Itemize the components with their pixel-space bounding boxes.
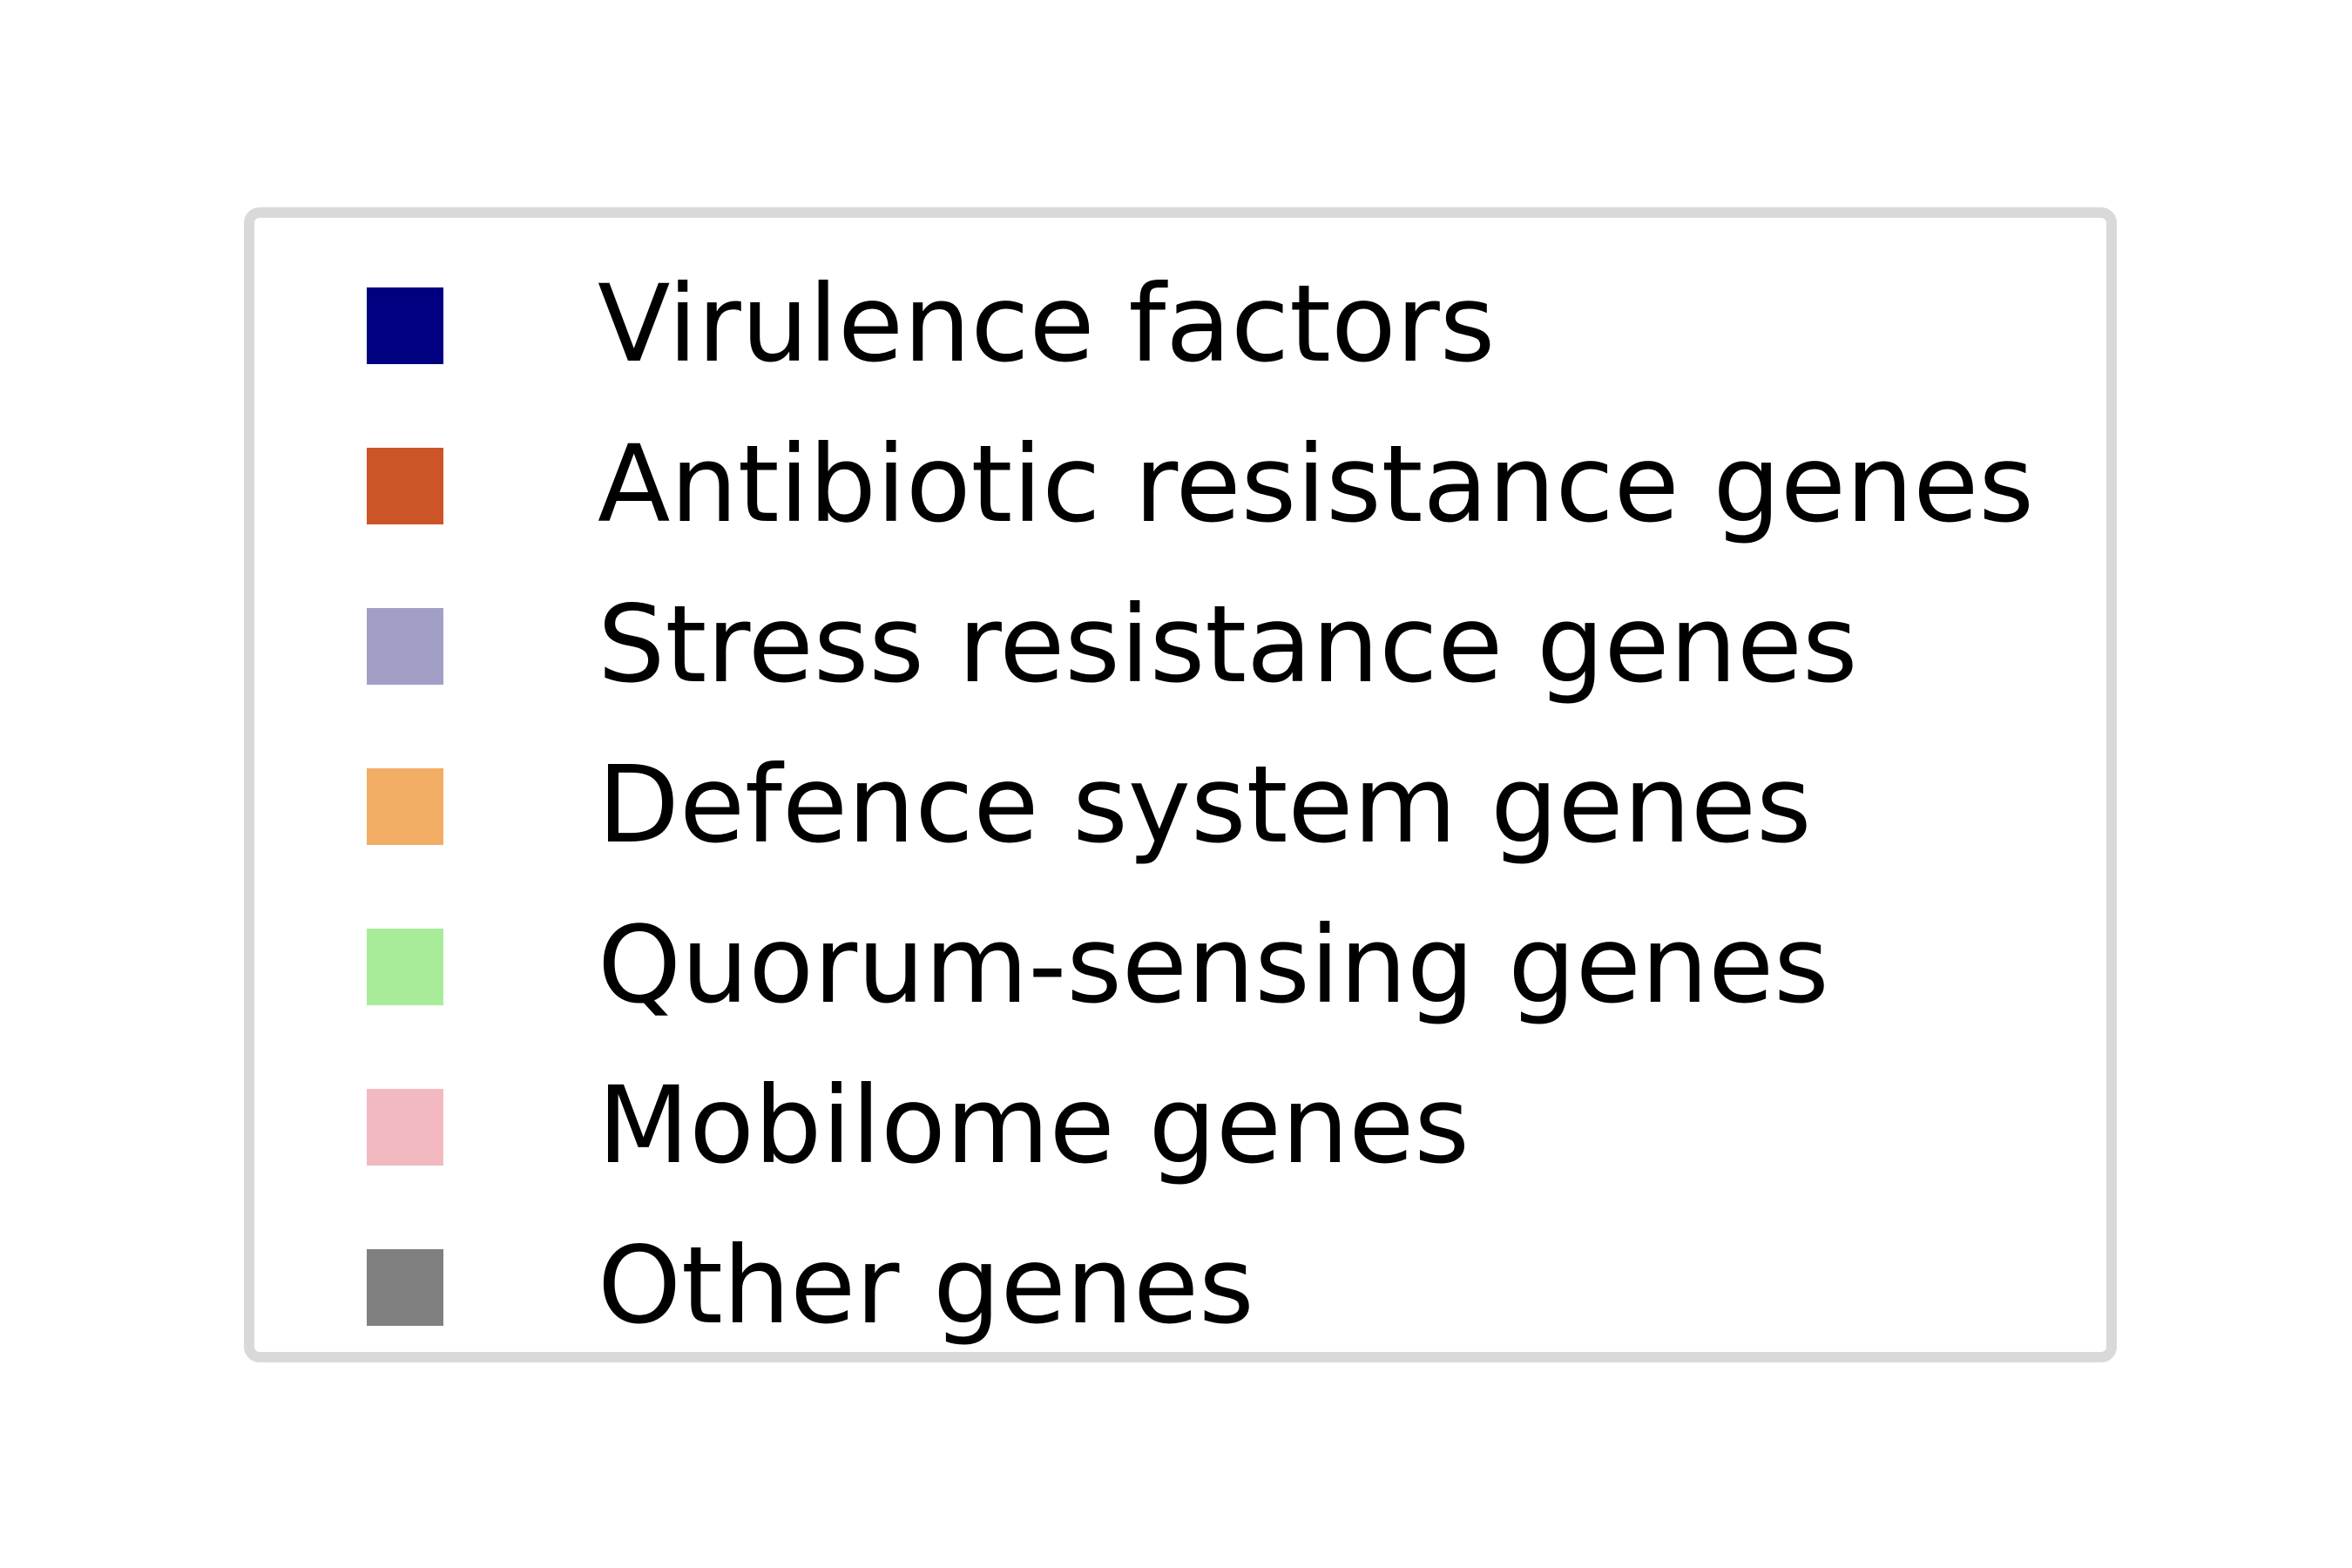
legend-label: Defence system genes (598, 743, 1812, 867)
legend-label: Virulence factors (598, 262, 1496, 386)
legend-swatch (367, 287, 443, 364)
legend-item-quorum-sensing-genes: Quorum-sensing genes (254, 885, 2106, 1045)
legend-swatch (367, 448, 443, 524)
legend-swatch (367, 929, 443, 1005)
legend-swatch (367, 768, 443, 845)
legend-label: Antibiotic resistance genes (598, 422, 2034, 546)
legend-swatch (367, 608, 443, 685)
legend-item-defence-system-genes: Defence system genes (254, 725, 2106, 885)
legend-label: Other genes (598, 1224, 1254, 1348)
legend-item-stress-resistance-genes: Stress resistance genes (254, 564, 2106, 725)
legend-label: Mobilome genes (598, 1064, 1470, 1187)
legend-label: Quorum-sensing genes (598, 903, 1829, 1027)
legend-box: Virulence factors Antibiotic resistance … (244, 207, 2117, 1362)
legend-swatch (367, 1089, 443, 1166)
legend-item-virulence-factors: Virulence factors (254, 244, 2106, 404)
legend-label: Stress resistance genes (598, 583, 1858, 706)
legend-item-other-genes: Other genes (254, 1206, 2106, 1366)
legend-swatch (367, 1249, 443, 1326)
legend-item-mobilome-genes: Mobilome genes (254, 1045, 2106, 1206)
legend-item-antibiotic-resistance-genes: Antibiotic resistance genes (254, 404, 2106, 564)
